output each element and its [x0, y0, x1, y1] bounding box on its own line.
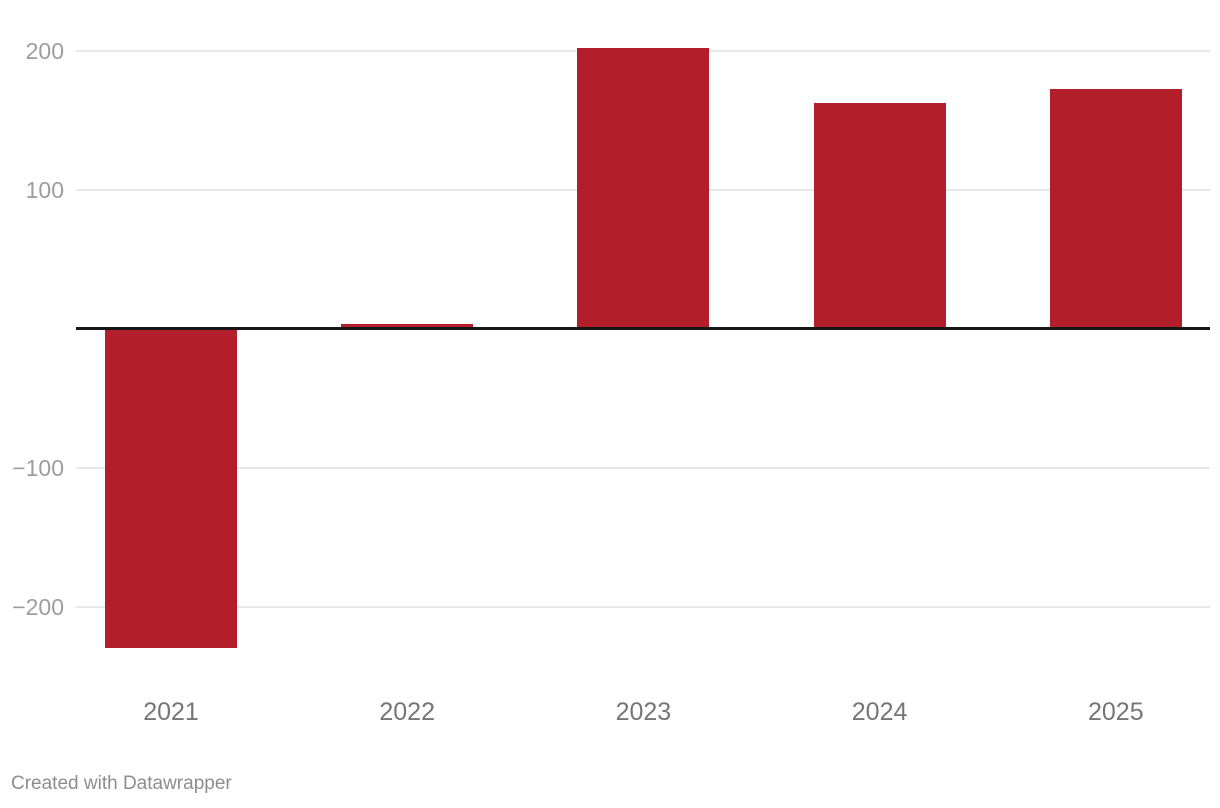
bar-2025 [1049, 89, 1182, 329]
x-tick-label: 2024 [851, 698, 908, 726]
bar-2021 [105, 328, 237, 649]
x-tick-label: 2023 [615, 698, 672, 726]
bar-2022 [341, 324, 474, 329]
zero-baseline [76, 327, 1210, 330]
bar-2024 [813, 103, 946, 329]
gridline [76, 466, 1210, 469]
x-tick-label: 2025 [1087, 698, 1144, 726]
y-tick-label: 100 [25, 176, 64, 203]
bar-2023 [577, 47, 710, 329]
y-tick-label: −100 [12, 454, 64, 481]
gridline [76, 605, 1210, 608]
x-tick-label: 2022 [379, 698, 435, 726]
x-tick-label: 2021 [143, 698, 199, 726]
y-tick-label: 200 [25, 37, 64, 64]
y-tick-label: −200 [12, 593, 64, 620]
attribution-text: Created with Datawrapper [11, 773, 232, 794]
